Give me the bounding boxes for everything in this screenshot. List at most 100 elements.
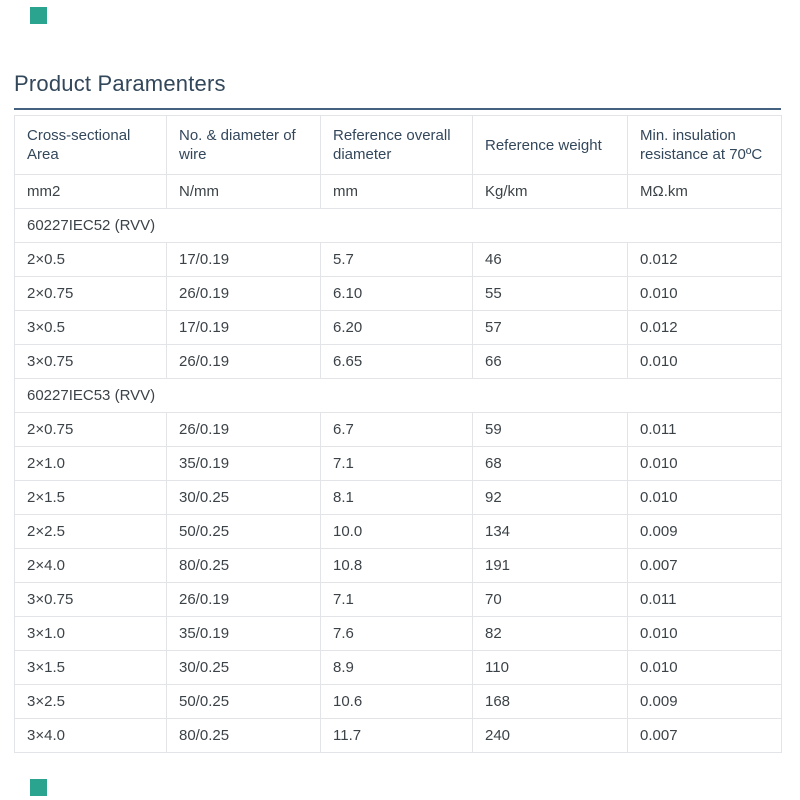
table-cell: 80/0.25 — [166, 548, 321, 583]
table-row: 2×0.75 26/0.19 6.10 55 0.010 — [14, 276, 782, 311]
table-cell: 7.1 — [320, 446, 473, 481]
units-cell: mm — [320, 174, 473, 209]
table-cell: 2×2.5 — [14, 514, 167, 549]
table-cell: 0.007 — [627, 548, 782, 583]
table-cell: 3×1.0 — [14, 616, 167, 651]
table-cell: 35/0.19 — [166, 616, 321, 651]
units-cell: N/mm — [166, 174, 321, 209]
table-cell: 7.6 — [320, 616, 473, 651]
corner-square-icon — [30, 7, 47, 24]
table-row: 3×0.75 26/0.19 6.65 66 0.010 — [14, 344, 782, 379]
table-cell: 6.65 — [320, 344, 473, 379]
table-cell: 17/0.19 — [166, 242, 321, 277]
table-row: 2×2.5 50/0.25 10.0 134 0.009 — [14, 514, 782, 549]
units-cell: mm2 — [14, 174, 167, 209]
table-cell: 5.7 — [320, 242, 473, 277]
table-cell: 0.010 — [627, 650, 782, 685]
table-cell: 2×4.0 — [14, 548, 167, 583]
table-cell: 168 — [472, 684, 628, 719]
table-cell: 110 — [472, 650, 628, 685]
table-cell: 2×0.75 — [14, 412, 167, 447]
table-cell: 240 — [472, 718, 628, 753]
table-cell: 50/0.25 — [166, 514, 321, 549]
table-cell: 46 — [472, 242, 628, 277]
table-cell: 3×0.5 — [14, 310, 167, 345]
table-cell: 10.0 — [320, 514, 473, 549]
table-cell: 10.8 — [320, 548, 473, 583]
page-container: Product Paramenters Cross-sectional Area… — [14, 71, 782, 753]
table-cell: 57 — [472, 310, 628, 345]
table-cell: 2×1.5 — [14, 480, 167, 515]
table-row: 2×1.5 30/0.25 8.1 92 0.010 — [14, 480, 782, 515]
table-cell: 10.6 — [320, 684, 473, 719]
table-cell: 92 — [472, 480, 628, 515]
header-row: Cross-sectional Area No. & diameter of wi… — [14, 115, 782, 175]
table-cell: 55 — [472, 276, 628, 311]
table-row: 3×0.5 17/0.19 6.20 57 0.012 — [14, 310, 782, 345]
table-cell: 11.7 — [320, 718, 473, 753]
table-body: mm2 N/mm mm Kg/km MΩ.km 60227IEC52 (RVV) 2×0.5… — [14, 174, 782, 753]
table-cell: 3×1.5 — [14, 650, 167, 685]
table-cell: 7.1 — [320, 582, 473, 617]
title-divider — [14, 108, 781, 110]
units-cell: MΩ.km — [627, 174, 782, 209]
table-cell: 3×0.75 — [14, 344, 167, 379]
table-cell: 17/0.19 — [166, 310, 321, 345]
table-cell: 82 — [472, 616, 628, 651]
table-cell: 70 — [472, 582, 628, 617]
units-cell: Kg/km — [472, 174, 628, 209]
table-cell: 50/0.25 — [166, 684, 321, 719]
table-cell: 26/0.19 — [166, 412, 321, 447]
table-cell: 30/0.25 — [166, 650, 321, 685]
table-cell: 2×0.75 — [14, 276, 167, 311]
table-cell: 0.011 — [627, 412, 782, 447]
table-cell: 0.010 — [627, 446, 782, 481]
section-header-row: 60227IEC52 (RVV) — [14, 208, 782, 243]
table-cell: 26/0.19 — [166, 344, 321, 379]
table-cell: 8.1 — [320, 480, 473, 515]
table-cell: 8.9 — [320, 650, 473, 685]
column-header: No. & diameter of wire — [166, 115, 321, 175]
table-cell: 26/0.19 — [166, 276, 321, 311]
table-cell: 66 — [472, 344, 628, 379]
table-cell: 0.010 — [627, 276, 782, 311]
table-cell: 0.012 — [627, 242, 782, 277]
product-parameters-table: Cross-sectional Area No. & diameter of wi… — [14, 115, 782, 753]
units-row: mm2 N/mm mm Kg/km MΩ.km — [14, 174, 782, 209]
table-cell: 6.7 — [320, 412, 473, 447]
table-cell: 0.009 — [627, 514, 782, 549]
table-cell: 2×0.5 — [14, 242, 167, 277]
table-row: 3×1.5 30/0.25 8.9 110 0.010 — [14, 650, 782, 685]
table-cell: 26/0.19 — [166, 582, 321, 617]
column-header: Min. insulation resistance at 70ºC — [627, 115, 782, 175]
table-cell: 35/0.19 — [166, 446, 321, 481]
table-cell: 2×1.0 — [14, 446, 167, 481]
table-cell: 59 — [472, 412, 628, 447]
column-header: Cross-sectional Area — [14, 115, 167, 175]
table-cell: 134 — [472, 514, 628, 549]
table-cell: 0.007 — [627, 718, 782, 753]
section-header-row: 60227IEC53 (RVV) — [14, 378, 782, 413]
table-cell: 6.10 — [320, 276, 473, 311]
table-cell: 68 — [472, 446, 628, 481]
table-head: Cross-sectional Area No. & diameter of wi… — [14, 115, 782, 175]
section-label: 60227IEC52 (RVV) — [14, 208, 782, 243]
table-cell: 3×0.75 — [14, 582, 167, 617]
table-cell: 0.009 — [627, 684, 782, 719]
column-header: Reference overall diameter — [320, 115, 473, 175]
table-cell: 30/0.25 — [166, 480, 321, 515]
table-row: 2×0.75 26/0.19 6.7 59 0.011 — [14, 412, 782, 447]
table-cell: 6.20 — [320, 310, 473, 345]
table-row: 3×2.5 50/0.25 10.6 168 0.009 — [14, 684, 782, 719]
table-cell: 0.010 — [627, 616, 782, 651]
table-cell: 191 — [472, 548, 628, 583]
table-cell: 0.010 — [627, 344, 782, 379]
table-cell: 0.010 — [627, 480, 782, 515]
table-cell: 3×2.5 — [14, 684, 167, 719]
table-cell: 3×4.0 — [14, 718, 167, 753]
table-cell: 0.011 — [627, 582, 782, 617]
page-title: Product Paramenters — [14, 71, 226, 96]
table-row: 3×4.0 80/0.25 11.7 240 0.007 — [14, 718, 782, 753]
section-label: 60227IEC53 (RVV) — [14, 378, 782, 413]
table-row: 2×1.0 35/0.19 7.1 68 0.010 — [14, 446, 782, 481]
